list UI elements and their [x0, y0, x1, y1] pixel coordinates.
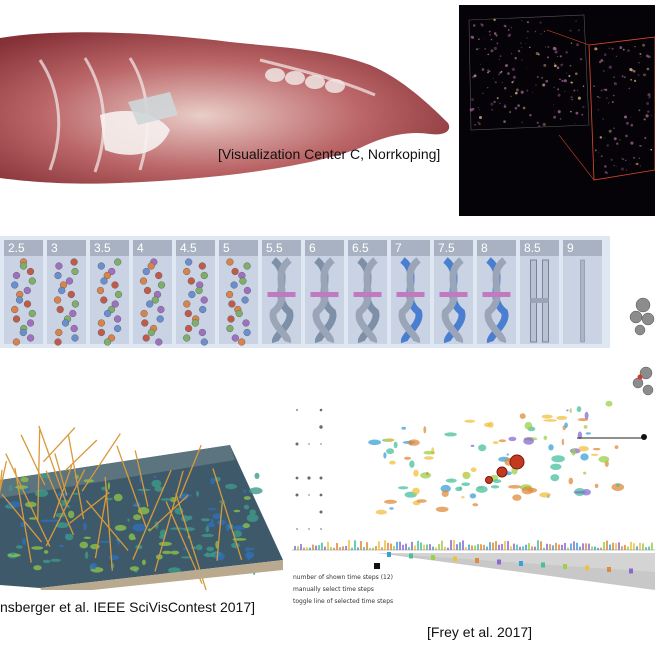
helix-panel-label: 5.5	[266, 241, 283, 255]
helix-panel: 6	[305, 240, 344, 344]
helix-panel: 2.5	[4, 240, 43, 346]
helix-panel-label: 2.5	[8, 241, 25, 255]
caption-top: [Visualization Center C, Norrkoping]	[218, 146, 441, 162]
helix-panel-label: 8.5	[524, 241, 541, 255]
helix-panel: 5.5	[262, 240, 301, 344]
caption-bottom-left: nsberger et al. IEEE SciVisContest 2017]	[0, 599, 255, 615]
helix-panel: 5	[219, 240, 258, 346]
helix-strip: 2.5 3 3.5 4 4.5 5 5.5 6 6.5 7 7.5 8 8.5 9	[0, 236, 610, 348]
helix-panel: 6.5	[348, 240, 387, 344]
helix-panel: 4.5	[176, 240, 215, 346]
helix-panel-label: 6	[309, 241, 316, 255]
helix-panel: 8.5	[520, 240, 559, 344]
control-shown-steps[interactable]: number of shown time steps (12)	[293, 574, 394, 581]
helix-panel-label: 5	[223, 241, 230, 255]
helix-panel-label: 4	[137, 241, 144, 255]
helix-panel: 8	[477, 240, 516, 344]
volume-rendering-image	[0, 32, 450, 184]
molecule-image	[629, 297, 655, 396]
helix-panel: 3	[47, 240, 86, 346]
control-toggle-line[interactable]: toggle line of selected time steps	[293, 598, 394, 605]
helix-panel-label: 4.5	[180, 241, 197, 255]
helix-panel: 4	[133, 240, 172, 346]
helix-panel-label: 7.5	[438, 241, 455, 255]
helix-panel-label: 7	[395, 241, 402, 255]
control-manual-select[interactable]: manually select time steps	[293, 586, 374, 593]
helix-panel-label: 6.5	[352, 241, 369, 255]
terrain-flow-image	[0, 425, 283, 590]
caption-bottom-right: [Frey et al. 2017]	[427, 624, 533, 640]
helix-panel: 3.5	[90, 240, 129, 346]
helix-panel-label: 3.5	[94, 241, 111, 255]
timestep-visualization	[292, 400, 655, 590]
helix-panel: 7	[391, 240, 430, 344]
helix-panel: 9	[563, 240, 602, 344]
helix-panel-label: 9	[567, 241, 574, 255]
helix-panel-label: 8	[481, 241, 488, 255]
helix-panel: 7.5	[434, 240, 473, 344]
helix-panel-label: 3	[51, 241, 58, 255]
cosmic-volume-image	[459, 5, 655, 216]
